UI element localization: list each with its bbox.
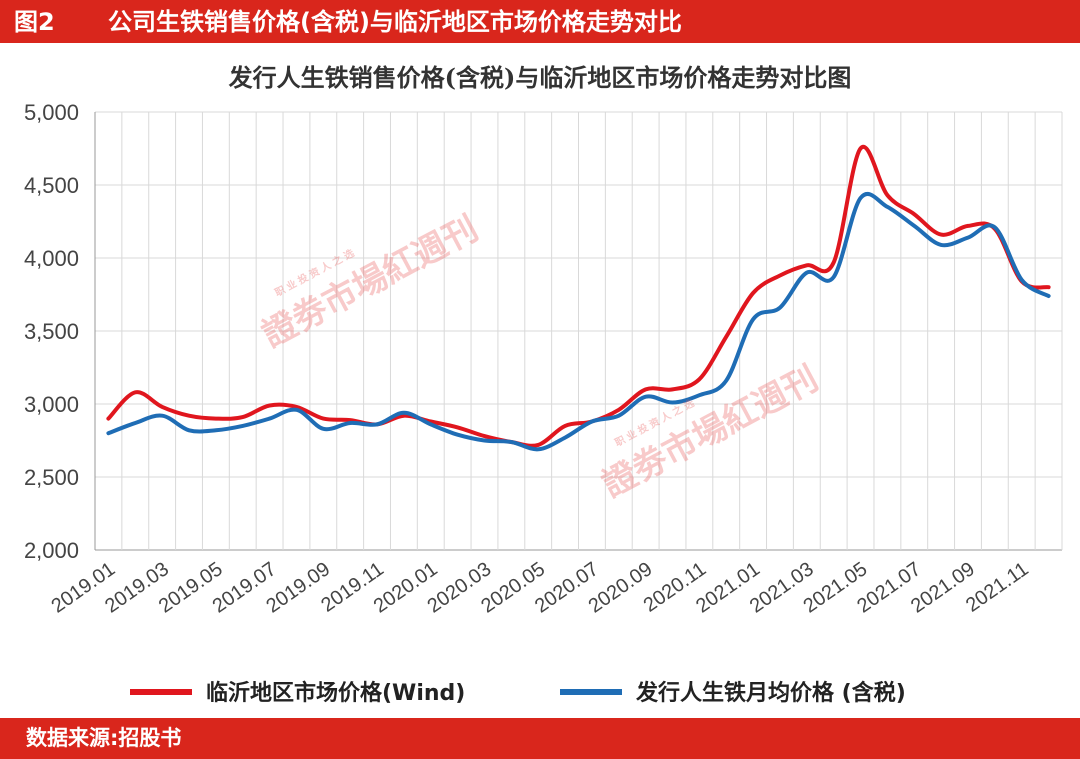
chart-title: 发行人生铁销售价格(含税)与临沂地区市场价格走势对比图: [228, 63, 852, 92]
y-tick-label: 2,500: [24, 465, 79, 490]
y-tick-label: 2,000: [24, 538, 79, 563]
y-tick-label: 4,500: [24, 173, 79, 198]
y-tick-label: 3,500: [24, 319, 79, 344]
source-footer-bar: 数据来源:招股书: [0, 718, 1080, 759]
data-source-note: 数据来源:招股书: [26, 726, 182, 750]
legend-item-linyi-label: 临沂地区市场价格(Wind): [206, 680, 465, 706]
y-tick-label: 4,000: [24, 246, 79, 271]
series-line-issuer-price: [106, 191, 1051, 452]
y-tick-label: 3,000: [24, 392, 79, 417]
x-tick-label: 2021.11: [962, 558, 1033, 617]
figure-number: 图2: [14, 8, 55, 36]
figure-header-bar: 图2 公司生铁销售价格(含税)与临沂地区市场价格走势对比: [0, 0, 1080, 43]
y-tick-label: 5,000: [24, 100, 79, 125]
legend-item-issuer-label: 发行人生铁月均价格 (含税): [635, 680, 906, 706]
figure-title: 公司生铁销售价格(含税)与临沂地区市场价格走势对比: [108, 8, 682, 36]
